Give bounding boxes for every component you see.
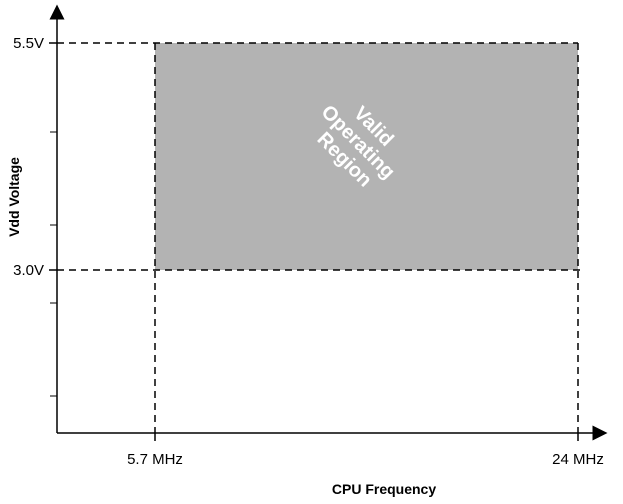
x-tick-label: 24 MHz [552, 451, 604, 468]
x-tick-label: 5.7 MHz [127, 451, 183, 468]
y-tick-label: 5.5V [13, 35, 44, 52]
valid-operating-region [155, 43, 578, 270]
y-axis-title: Vdd Voltage [6, 157, 22, 237]
x-axis-title: CPU Frequency [332, 481, 436, 497]
y-axis-minor-ticks [50, 131, 57, 397]
y-tick-label: 3.0V [13, 262, 44, 279]
